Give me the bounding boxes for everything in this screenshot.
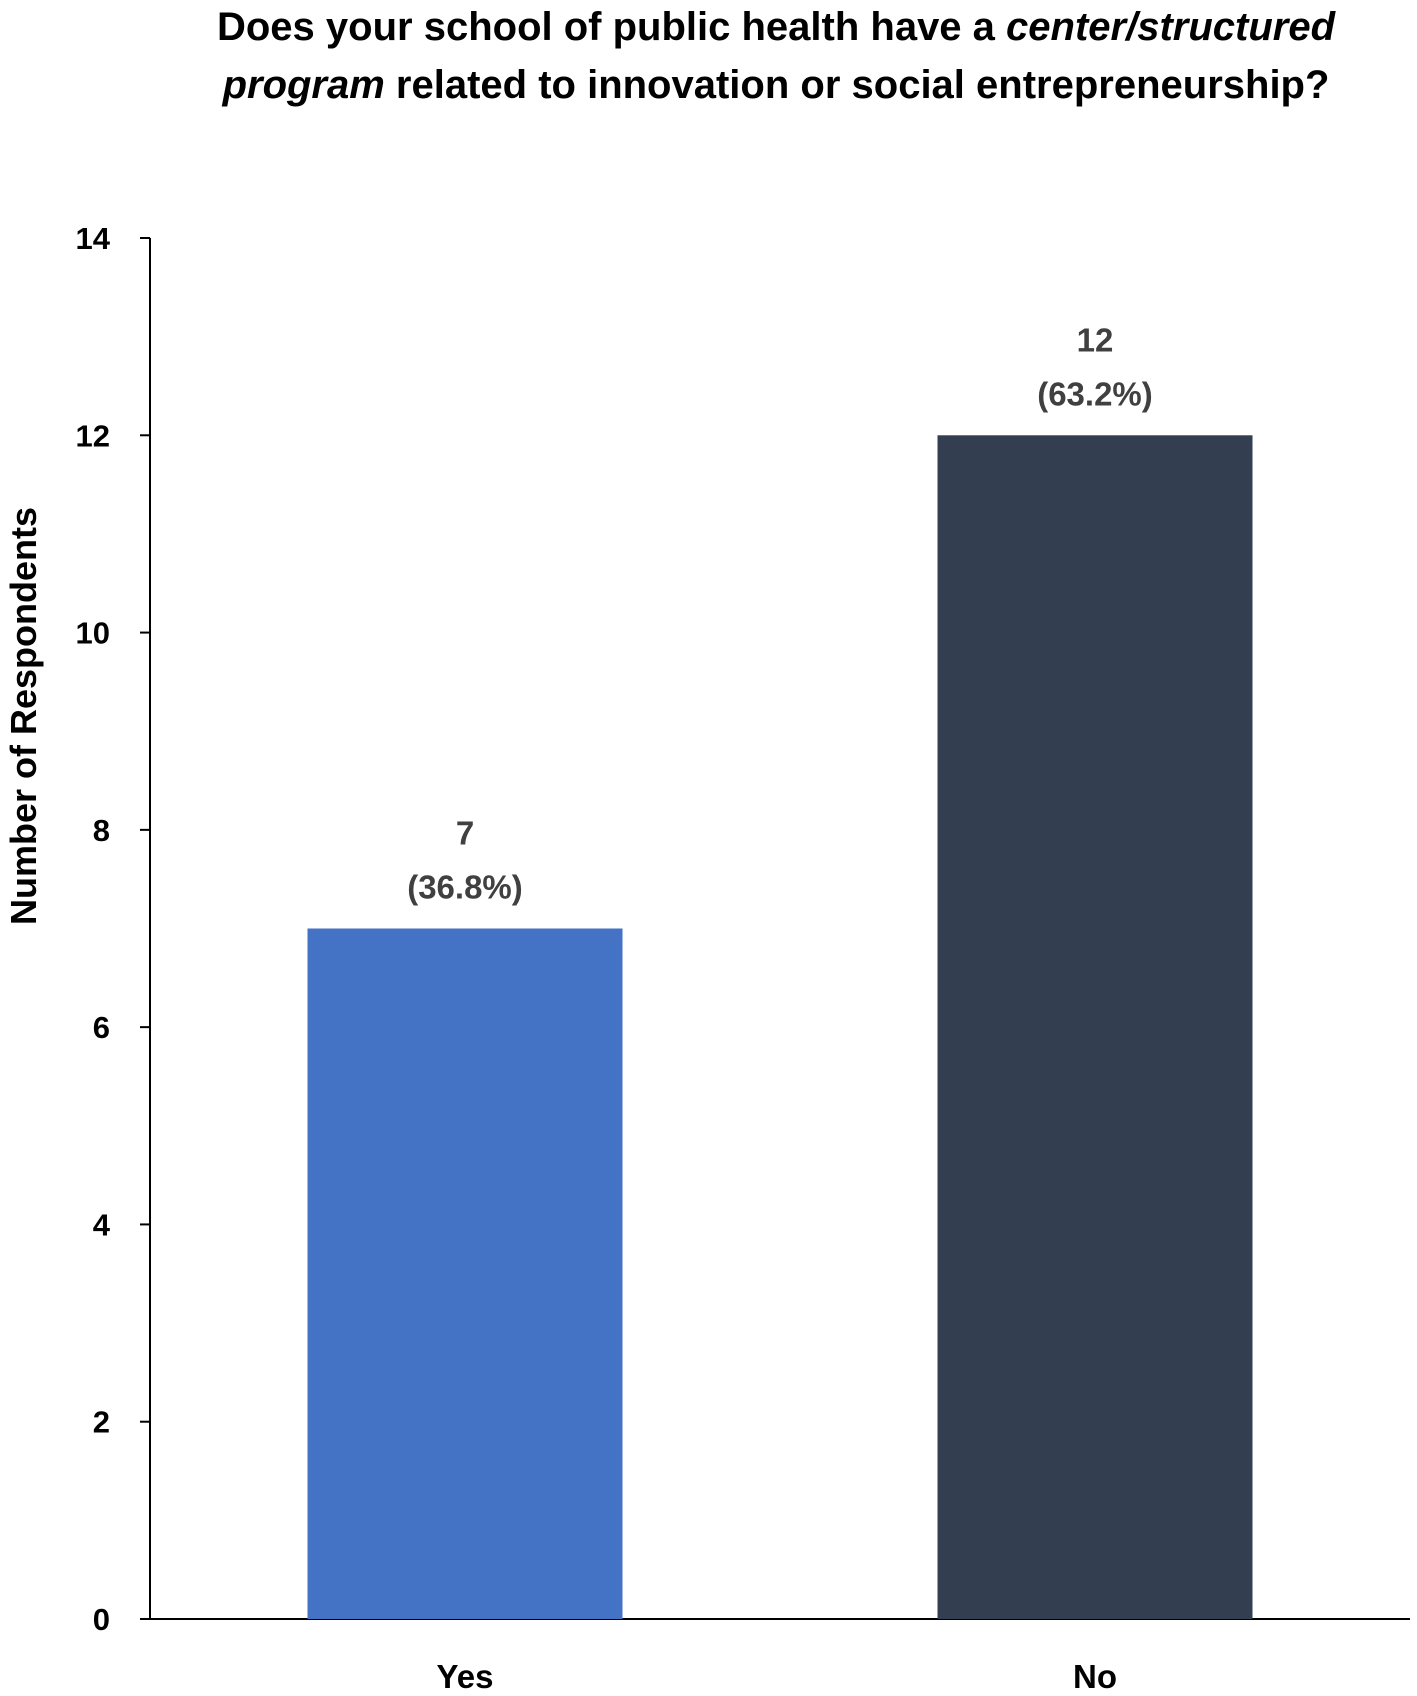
x-category-label: Yes xyxy=(437,1658,494,1695)
chart-title-line-1: Does your school of public health have a… xyxy=(217,5,1337,49)
y-axis-label: Number of Respondents xyxy=(3,507,44,925)
y-tick-label: 2 xyxy=(93,1405,110,1440)
bar-no xyxy=(937,435,1253,1620)
bars xyxy=(307,435,1253,1620)
chart-title-line-2: program related to innovation or social … xyxy=(222,63,1330,107)
y-tick-label: 8 xyxy=(93,813,110,848)
y-tick-label: 6 xyxy=(93,1010,110,1045)
y-tick-label: 14 xyxy=(76,221,111,256)
y-tick-label: 12 xyxy=(76,418,110,453)
x-category-label: No xyxy=(1073,1658,1117,1695)
x-axis-category-labels: Yes No xyxy=(437,1658,1117,1695)
bar-yes xyxy=(307,928,623,1619)
y-axis-ticks: 0 2 4 6 8 10 12 14 xyxy=(76,221,150,1637)
y-tick-label: 10 xyxy=(76,616,110,651)
y-tick-label: 4 xyxy=(93,1207,111,1242)
data-label-percent: (36.8%) xyxy=(407,869,523,906)
data-label-value: 7 xyxy=(456,815,474,852)
y-tick-label: 0 xyxy=(93,1602,110,1637)
data-label-percent: (63.2%) xyxy=(1037,375,1153,412)
data-labels: 7 (36.8%) 12 (63.2%) xyxy=(407,321,1153,905)
data-label-value: 12 xyxy=(1077,321,1114,358)
